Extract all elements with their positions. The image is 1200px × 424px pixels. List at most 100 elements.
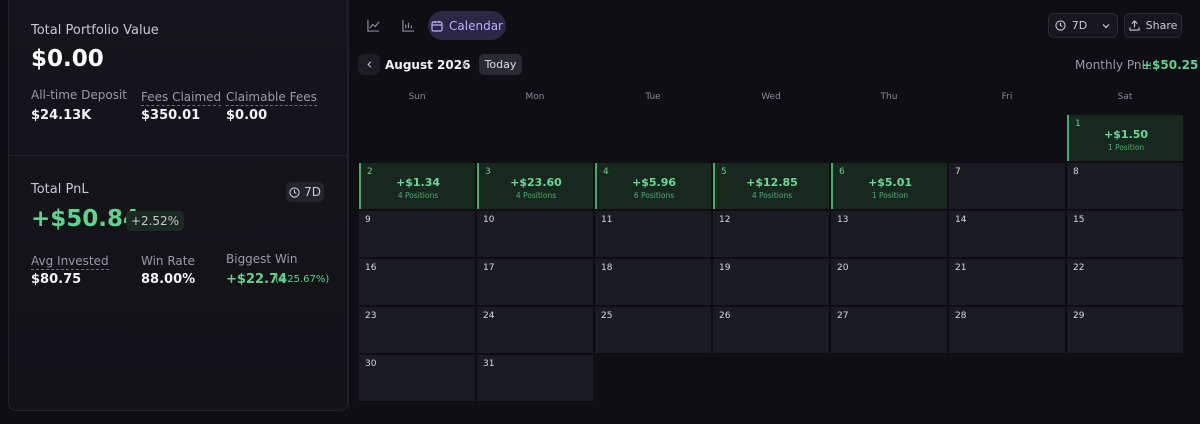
- clock-icon: [1055, 20, 1066, 31]
- day-number: 1: [1075, 119, 1081, 129]
- day-cell[interactable]: 12: [713, 211, 829, 257]
- clock-icon: [289, 186, 300, 198]
- stat-value: +$22.74: [226, 272, 288, 287]
- stat-label: Win Rate: [141, 254, 195, 268]
- tab-text: Calendar: [449, 18, 503, 33]
- pnl-value: +$50.84: [31, 206, 140, 232]
- day-cell[interactable]: 10: [477, 211, 593, 257]
- day-positions: 1 Position: [871, 191, 909, 200]
- pnl-title: Total PnL: [31, 182, 89, 197]
- period-dropdown[interactable]: 7D: [1048, 13, 1118, 38]
- day-cell[interactable]: 24: [477, 307, 593, 353]
- day-pnl: +$5.96: [631, 176, 676, 189]
- day-number: 6: [839, 167, 845, 177]
- day-number: 23: [365, 311, 377, 321]
- period-badge[interactable]: 7D: [286, 182, 324, 202]
- day-cell[interactable]: 29: [1067, 307, 1183, 353]
- day-number: 26: [719, 311, 731, 321]
- weekday-label: Tue: [645, 92, 661, 102]
- weekday-label: Thu: [880, 92, 898, 102]
- day-number: 27: [837, 311, 849, 321]
- day-number: 24: [483, 311, 495, 321]
- stat-label: Avg Invested: [31, 254, 109, 270]
- stat-value: $0.00: [226, 108, 268, 123]
- day-cell[interactable]: 28: [949, 307, 1065, 353]
- day-number: 7: [955, 167, 961, 177]
- weekday-label: Fri: [1001, 92, 1013, 102]
- day-number: 29: [1073, 311, 1085, 321]
- day-number: 28: [955, 311, 967, 321]
- day-number: 25: [601, 311, 613, 321]
- divider: [9, 155, 347, 156]
- day-cell[interactable]: 16: [359, 259, 475, 305]
- day-cell[interactable]: 14: [949, 211, 1065, 257]
- day-number: 18: [601, 263, 613, 273]
- day-cell[interactable]: 5 +$12.85 4 Positions: [713, 163, 829, 209]
- day-number: 4: [603, 167, 609, 177]
- stat-value: 88.00%: [141, 272, 196, 287]
- period-text: 7D: [304, 185, 321, 199]
- share-icon: [1128, 20, 1140, 31]
- weekday-label: Mon: [525, 92, 545, 102]
- day-cell[interactable]: 3 +$23.60 4 Positions: [477, 163, 593, 209]
- day-number: 2: [367, 167, 373, 177]
- chevron-icon: [1102, 23, 1110, 28]
- day-cell[interactable]: 11: [595, 211, 711, 257]
- summary-panel: [8, 0, 348, 411]
- day-cell[interactable]: 9: [359, 211, 475, 257]
- day-cell[interactable]: 25: [595, 307, 711, 353]
- day-cell[interactable]: 13: [831, 211, 947, 257]
- next-month[interactable]: [457, 57, 469, 71]
- day-cell[interactable]: 30: [359, 355, 475, 401]
- day-number: 17: [483, 263, 495, 273]
- stat-label: Biggest Win: [226, 252, 298, 266]
- day-positions: 4 Positions: [515, 191, 557, 200]
- day-number: 8: [1073, 167, 1079, 177]
- bar-view-button[interactable]: [395, 12, 421, 38]
- share-button[interactable]: Share: [1124, 13, 1182, 38]
- day-cell[interactable]: 7: [949, 163, 1065, 209]
- day-cell[interactable]: 1 +$1.50 1 Position: [1067, 115, 1183, 161]
- day-cell[interactable]: 26: [713, 307, 829, 353]
- calendar-icon: [431, 20, 443, 32]
- day-cell[interactable]: 27: [831, 307, 947, 353]
- day-pnl: +$1.50: [1103, 128, 1148, 141]
- prev-month[interactable]: [358, 54, 380, 75]
- day-number: 22: [1073, 263, 1085, 273]
- day-number: 30: [365, 359, 377, 369]
- pnl-change: +2.52%: [126, 211, 184, 231]
- today-button[interactable]: Today: [479, 54, 522, 75]
- day-cell[interactable]: 15: [1067, 211, 1183, 257]
- day-pnl: +$12.85: [746, 176, 798, 189]
- monthly-value: +$50.25: [1142, 58, 1199, 72]
- day-cell[interactable]: 21: [949, 259, 1065, 305]
- bar-icon: [401, 19, 414, 32]
- portfolio-title: Total Portfolio Value: [31, 23, 159, 38]
- day-cell[interactable]: 2 +$1.34 4 Positions: [359, 163, 475, 209]
- calendar-tab[interactable]: Calendar: [428, 11, 506, 40]
- day-cell[interactable]: 6 +$5.01 1 Position: [831, 163, 947, 209]
- day-number: 13: [837, 215, 849, 225]
- day-number: 21: [955, 263, 967, 273]
- day-cell[interactable]: 18: [595, 259, 711, 305]
- day-number: 19: [719, 263, 731, 273]
- day-positions: 4 Positions: [397, 191, 439, 200]
- line-view-button[interactable]: [360, 12, 386, 38]
- stat-label: Fees Claimed: [141, 90, 222, 106]
- day-number: 9: [365, 215, 371, 225]
- day-cell[interactable]: 31: [477, 355, 593, 401]
- day-cell[interactable]: 8: [1067, 163, 1183, 209]
- day-cell[interactable]: 22: [1067, 259, 1183, 305]
- day-cell[interactable]: 4 +$5.96 6 Positions: [595, 163, 711, 209]
- day-cell[interactable]: 17: [477, 259, 593, 305]
- day-number: 3: [485, 167, 491, 177]
- stat-extra: (+25.67%): [275, 274, 330, 285]
- day-number: 14: [955, 215, 967, 225]
- day-pnl: +$1.34: [395, 176, 440, 189]
- day-cell[interactable]: 20: [831, 259, 947, 305]
- day-cell[interactable]: 23: [359, 307, 475, 353]
- day-positions: 4 Positions: [751, 191, 793, 200]
- day-cell[interactable]: 19: [713, 259, 829, 305]
- day-number: 31: [483, 359, 495, 369]
- chevron-right: [461, 60, 466, 68]
